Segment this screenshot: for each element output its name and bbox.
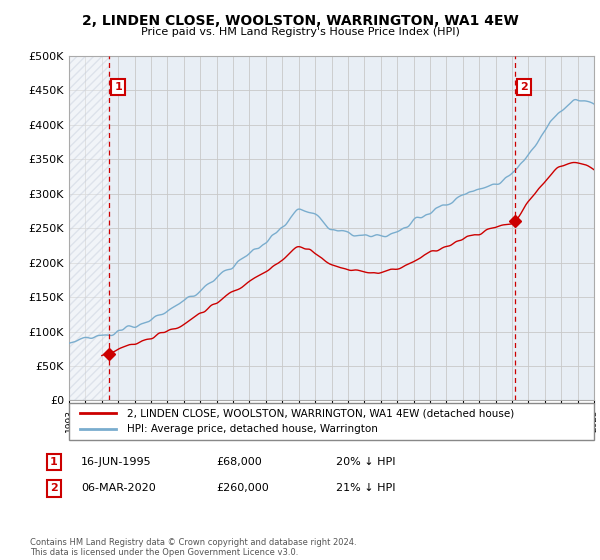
Text: 2: 2: [50, 483, 58, 493]
Text: 06-MAR-2020: 06-MAR-2020: [81, 483, 156, 493]
Text: 20% ↓ HPI: 20% ↓ HPI: [336, 457, 395, 467]
Text: HPI: Average price, detached house, Warrington: HPI: Average price, detached house, Warr…: [127, 424, 377, 435]
Bar: [69, 56, 109, 400]
Text: 21% ↓ HPI: 21% ↓ HPI: [336, 483, 395, 493]
Text: Price paid vs. HM Land Registry's House Price Index (HPI): Price paid vs. HM Land Registry's House …: [140, 27, 460, 37]
Text: Contains HM Land Registry data © Crown copyright and database right 2024.
This d: Contains HM Land Registry data © Crown c…: [30, 538, 356, 557]
Text: £68,000: £68,000: [216, 457, 262, 467]
Text: £260,000: £260,000: [216, 483, 269, 493]
Text: 2, LINDEN CLOSE, WOOLSTON, WARRINGTON, WA1 4EW (detached house): 2, LINDEN CLOSE, WOOLSTON, WARRINGTON, W…: [127, 408, 514, 418]
FancyBboxPatch shape: [69, 403, 594, 440]
Text: 2, LINDEN CLOSE, WOOLSTON, WARRINGTON, WA1 4EW: 2, LINDEN CLOSE, WOOLSTON, WARRINGTON, W…: [82, 14, 518, 28]
Text: 2: 2: [520, 82, 527, 92]
Text: 16-JUN-1995: 16-JUN-1995: [81, 457, 152, 467]
Text: 1: 1: [114, 82, 122, 92]
Text: 1: 1: [50, 457, 58, 467]
